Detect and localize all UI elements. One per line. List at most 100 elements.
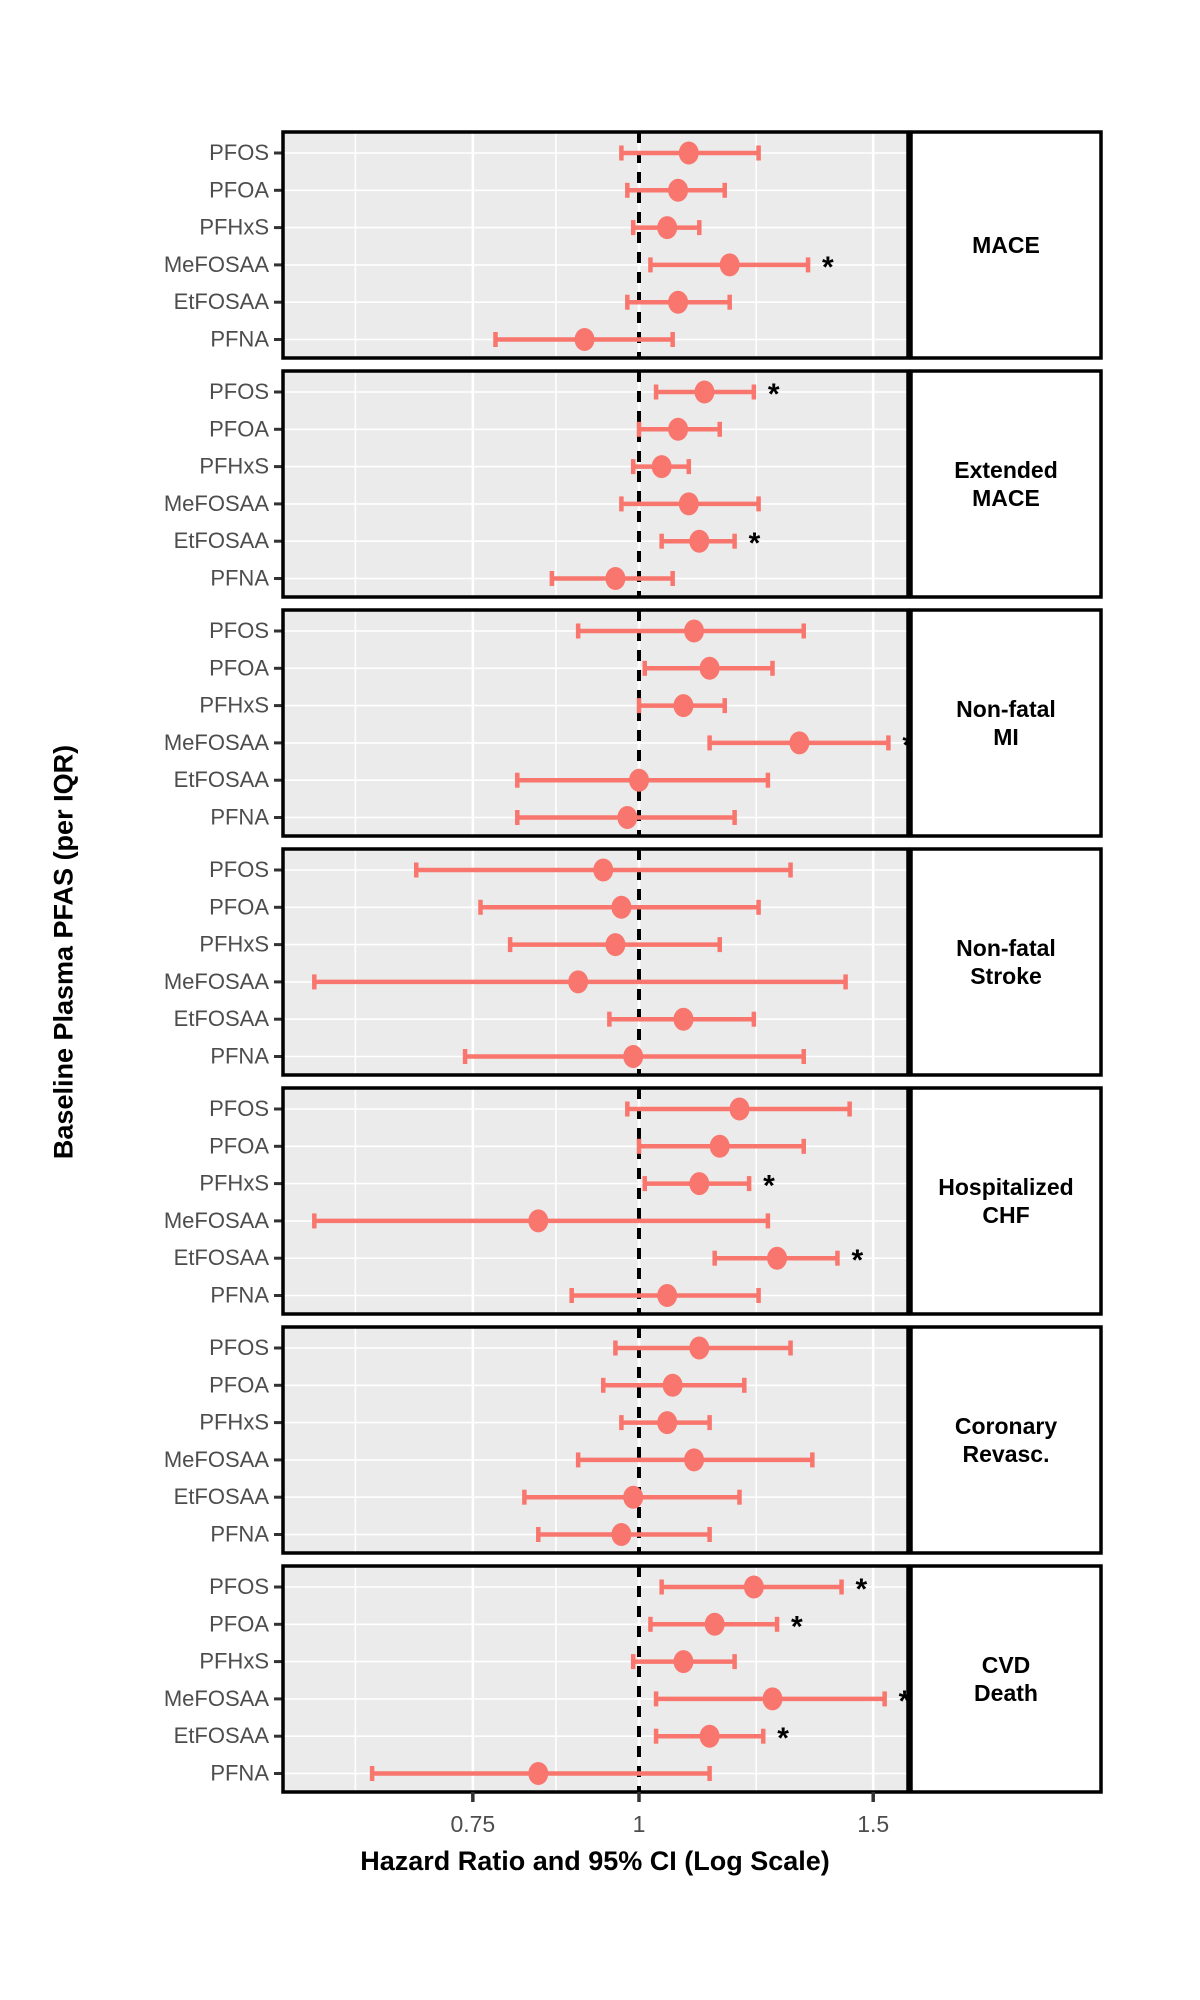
hazard-ratio-point bbox=[593, 858, 614, 882]
y-axis-label-pfhxs: PFHxS bbox=[199, 1410, 269, 1435]
hazard-ratio-point bbox=[719, 253, 740, 277]
y-axis-label-pfoa: PFOA bbox=[209, 894, 269, 919]
significance-asterisk: * bbox=[749, 527, 761, 560]
significance-asterisk: * bbox=[763, 1170, 775, 1203]
y-axis-label-pfna: PFNA bbox=[210, 1761, 269, 1786]
x-tick-label: 1 bbox=[633, 1811, 646, 1837]
hazard-ratio-point bbox=[568, 970, 589, 994]
panel-background bbox=[283, 371, 908, 597]
y-axis-label-mefosaa: MeFOSAA bbox=[164, 252, 269, 277]
strip-label: Hospitalized bbox=[938, 1174, 1073, 1200]
hazard-ratio-point bbox=[657, 1411, 678, 1435]
y-axis-label-pfos: PFOS bbox=[209, 140, 269, 165]
hazard-ratio-point bbox=[767, 1246, 788, 1270]
y-axis-label-pfhxs: PFHxS bbox=[199, 215, 269, 240]
y-axis-label-pfos: PFOS bbox=[209, 618, 269, 643]
hazard-ratio-point bbox=[617, 806, 638, 829]
strip-box bbox=[909, 1086, 1103, 1316]
hazard-ratio-point bbox=[668, 178, 689, 202]
hazard-ratio-point bbox=[528, 1762, 549, 1785]
y-axis-label-pfna: PFNA bbox=[210, 1044, 269, 1069]
panel-background bbox=[283, 1327, 908, 1553]
hazard-ratio-point bbox=[689, 1336, 710, 1360]
strip-label: CVD bbox=[982, 1652, 1031, 1678]
y-axis-label-pfos: PFOS bbox=[209, 1096, 269, 1121]
y-axis-label-pfna: PFNA bbox=[210, 1283, 269, 1308]
hazard-ratio-point bbox=[668, 290, 689, 314]
strip-box bbox=[909, 608, 1103, 838]
hazard-ratio-point bbox=[699, 656, 720, 680]
strip-label: MACE bbox=[972, 232, 1040, 258]
y-axis-label-pfos: PFOS bbox=[209, 1335, 269, 1360]
panel-border bbox=[281, 1086, 910, 1316]
hazard-ratio-point bbox=[662, 1373, 683, 1397]
significance-asterisk: * bbox=[768, 378, 780, 411]
hazard-ratio-point bbox=[762, 1687, 783, 1711]
y-axis-label-pfna: PFNA bbox=[210, 805, 269, 830]
hazard-ratio-point bbox=[611, 1523, 632, 1546]
strip-label: Revasc. bbox=[963, 1441, 1050, 1467]
hazard-ratio-point bbox=[611, 895, 632, 919]
y-axis-label-etfosaa: EtFOSAA bbox=[174, 1484, 270, 1509]
hazard-ratio-point bbox=[684, 1448, 705, 1472]
y-axis-label-pfoa: PFOA bbox=[209, 1372, 269, 1397]
y-axis-label-etfosaa: EtFOSAA bbox=[174, 1006, 270, 1031]
y-axis-title: Baseline Plasma PFAS (per IQR) bbox=[48, 744, 79, 1160]
hazard-ratio-point bbox=[673, 694, 694, 718]
y-axis-label-etfosaa: EtFOSAA bbox=[174, 767, 270, 792]
y-axis-label-pfos: PFOS bbox=[209, 1574, 269, 1599]
hazard-ratio-point bbox=[574, 328, 595, 351]
significance-asterisk: * bbox=[777, 1722, 789, 1755]
y-axis-label-mefosaa: MeFOSAA bbox=[164, 1208, 269, 1233]
y-axis-label-mefosaa: MeFOSAA bbox=[164, 730, 269, 755]
y-axis-label-pfna: PFNA bbox=[210, 1522, 269, 1547]
hazard-ratio-point bbox=[704, 1612, 725, 1636]
y-axis-label-mefosaa: MeFOSAA bbox=[164, 491, 269, 516]
y-axis-label-etfosaa: EtFOSAA bbox=[174, 1723, 270, 1748]
panel-border bbox=[281, 1325, 910, 1555]
hazard-ratio-point bbox=[673, 1650, 694, 1674]
panel-border bbox=[281, 369, 910, 599]
hazard-ratio-point bbox=[789, 731, 810, 755]
hazard-ratio-point bbox=[684, 619, 705, 643]
hazard-ratio-point bbox=[605, 933, 626, 957]
hazard-ratio-point bbox=[689, 1172, 710, 1196]
panel-background bbox=[283, 610, 908, 836]
hazard-ratio-point bbox=[528, 1209, 549, 1233]
hazard-ratio-point bbox=[709, 1134, 730, 1158]
significance-asterisk: * bbox=[822, 251, 834, 284]
y-axis-label-pfoa: PFOA bbox=[209, 655, 269, 680]
strip-label: Coronary bbox=[955, 1413, 1057, 1439]
hazard-ratio-point bbox=[694, 380, 715, 404]
strip-label: Stroke bbox=[970, 963, 1042, 989]
significance-asterisk: * bbox=[791, 1610, 803, 1643]
hazard-ratio-point bbox=[689, 529, 710, 553]
y-axis-label-pfoa: PFOA bbox=[209, 1611, 269, 1636]
strip-box bbox=[909, 369, 1103, 599]
strip-box bbox=[909, 847, 1103, 1077]
hazard-ratio-point bbox=[678, 141, 699, 165]
y-axis-label-pfoa: PFOA bbox=[209, 1133, 269, 1158]
x-axis-title: Hazard Ratio and 95% CI (Log Scale) bbox=[360, 1846, 830, 1876]
panel-border bbox=[281, 130, 910, 360]
y-axis-label-pfos: PFOS bbox=[209, 857, 269, 882]
y-axis-label-pfna: PFNA bbox=[210, 566, 269, 591]
strip-label: Non-fatal bbox=[956, 935, 1056, 961]
strip-box bbox=[909, 1564, 1103, 1794]
panel-border bbox=[281, 1564, 910, 1794]
hazard-ratio-point bbox=[668, 417, 689, 441]
y-axis-label-mefosaa: MeFOSAA bbox=[164, 1447, 269, 1472]
panel-border bbox=[281, 608, 910, 838]
hazard-ratio-point bbox=[623, 1485, 644, 1509]
hazard-ratio-point bbox=[651, 455, 672, 479]
hazard-ratio-point bbox=[657, 216, 678, 240]
y-axis-label-pfhxs: PFHxS bbox=[199, 693, 269, 718]
strip-label: MI bbox=[993, 724, 1019, 750]
y-axis-label-pfhxs: PFHxS bbox=[199, 1171, 269, 1196]
y-axis-label-mefosaa: MeFOSAA bbox=[164, 969, 269, 994]
y-axis-label-pfna: PFNA bbox=[210, 327, 269, 352]
y-axis-label-etfosaa: EtFOSAA bbox=[174, 289, 270, 314]
panel-border bbox=[281, 847, 910, 1077]
